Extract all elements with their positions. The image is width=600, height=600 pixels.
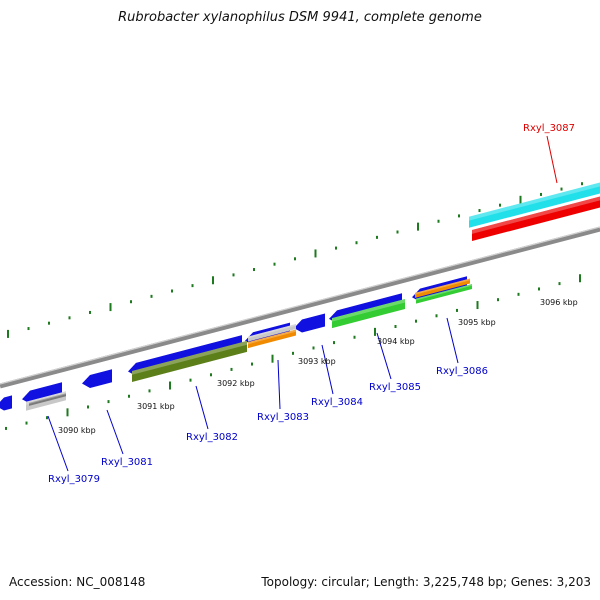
gene-bar-red [472,196,600,241]
gene-bar-orange-1 [248,329,296,349]
gene-bar-cyan-shine [469,182,600,221]
accession-text: Accession: NC_008148 [9,575,146,589]
label-leader-line [195,385,209,430]
gene-label-rxyl_3087[interactable]: Rxyl_3087 [523,123,575,134]
label-leader-line [106,409,124,455]
gene-bar-red-shine [472,196,600,234]
gene-arrow-1 [0,395,12,411]
gene-arrow-6 [294,313,325,333]
gene-arrow-3 [82,369,112,388]
gene-bar-gray-small-shine [248,324,296,339]
label-leader-line [546,135,558,184]
gene-bar-green-1-shine [332,299,405,322]
label-leaders [47,135,558,472]
map-labels: 3090 kbp 3091 kbp 3092 kbp 3093 kbp 3094 kbp… [48,123,578,485]
gene-bar-gray-edge [29,393,66,406]
label-leader-line [47,415,69,472]
gene-label-rxyl_3079[interactable]: Rxyl_3079 [48,474,100,485]
kbp-label: 3094 kbp [377,337,415,346]
label-leader-line [446,317,459,364]
gene-label-rxyl_3084[interactable]: Rxyl_3084 [311,397,363,408]
kbp-label: 3095 kbp [458,318,496,327]
gene-label-rxyl_3085[interactable]: Rxyl_3085 [369,382,421,393]
gene-label-rxyl_3082[interactable]: Rxyl_3082 [186,432,238,443]
gene-bar-orange-1-shine [248,329,296,345]
gene-features [0,182,600,411]
gene-bar-orange-2-shine [415,278,470,295]
gene-label-rxyl_3081[interactable]: Rxyl_3081 [101,457,153,468]
gene-bar-gray-edge-shine [29,393,66,404]
gene-label-rxyl_3083[interactable]: Rxyl_3083 [257,412,309,423]
kbp-label: 3090 kbp [58,426,96,435]
kbp-label: 3092 kbp [217,379,255,388]
label-leader-line [321,344,334,395]
kbp-label: 3093 kbp [298,357,336,366]
gene-bar-olive-shine [132,340,247,375]
gene-bar-green-2-shine [416,283,472,301]
kbp-label: 3091 kbp [137,402,175,411]
gene-bar-green-2 [416,283,472,304]
gene-bar-gray-small [248,324,296,342]
genome-summary-text: Topology: circular; Length: 3,225,748 bp… [261,575,591,589]
label-leader-line [376,332,392,380]
kbp-label: 3096 kbp [540,298,578,307]
gene-bar-cyan [469,182,600,228]
genome-backbone [0,226,600,389]
gene-bar-orange-2 [415,278,470,298]
gene-bar-olive [132,340,247,382]
gene-arrow-2 [22,382,62,404]
label-leader-line [277,359,281,410]
tick-marks [5,182,583,430]
gene-label-rxyl_3086[interactable]: Rxyl_3086 [436,366,488,377]
gene-bar-green-1 [332,299,405,329]
map-title: Rubrobacter xylanophilus DSM 9941, compl… [118,10,482,25]
